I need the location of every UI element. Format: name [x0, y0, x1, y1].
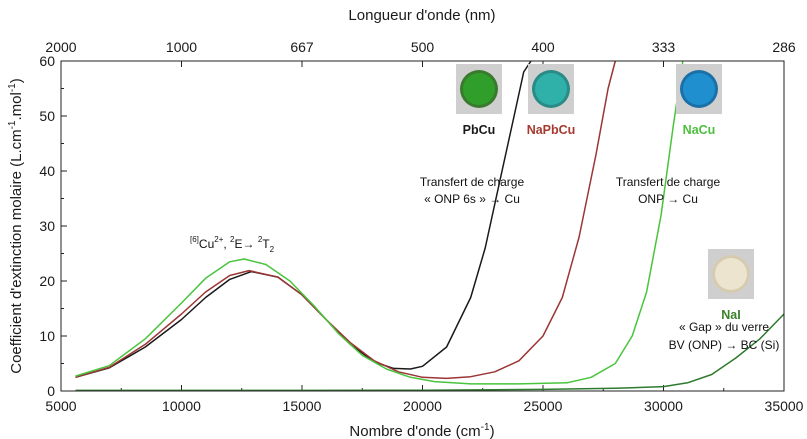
sample-napbcu: NaPbCu — [527, 64, 576, 137]
x2-tick-label: 400 — [531, 39, 555, 55]
sample-label: NaI — [721, 308, 740, 322]
sample-label: PbCu — [463, 123, 496, 137]
annotation-gap-line1: « Gap » du verre — [679, 320, 769, 334]
x-tick-label: 30000 — [644, 398, 683, 414]
series-line-nai — [75, 313, 785, 392]
x-tick-label: 35000 — [765, 398, 804, 414]
sample-disc — [535, 73, 567, 105]
annotation-charge-transfer-2-line2: ONP → Cu — [638, 192, 698, 206]
sample-disc — [683, 73, 715, 105]
y-tick-label: 40 — [39, 163, 55, 179]
annotation-charge-transfer-1-line1: Transfert de charge — [420, 175, 525, 189]
x2-tick-label: 286 — [772, 39, 796, 55]
sample-nacu: NaCu — [676, 64, 722, 137]
annotation-gap-line2: BV (ONP) → BC (Si) — [669, 338, 780, 352]
annotation-charge-transfer-2-line1: Transfert de charge — [616, 175, 721, 189]
y-tick-label: 0 — [47, 383, 55, 399]
sample-nai: NaI — [708, 249, 754, 322]
y-tick-label: 60 — [39, 53, 55, 69]
x-tick-label: 25000 — [524, 398, 563, 414]
y-tick-label: 50 — [39, 108, 55, 124]
plot-frame — [60, 60, 785, 392]
x2-tick-label: 667 — [290, 39, 314, 55]
y-tick-label: 10 — [39, 328, 55, 344]
x-tick-label: 5000 — [45, 398, 76, 414]
x-tick-label: 20000 — [403, 398, 442, 414]
sample-pbcu: PbCu — [456, 64, 502, 137]
series-lines — [75, 60, 785, 392]
x-tick-label: 15000 — [283, 398, 322, 414]
series-line-pbcu — [75, 60, 532, 379]
sample-label: NaPbCu — [527, 123, 576, 137]
x-tick-label: 10000 — [162, 398, 201, 414]
series-line-napbcu — [75, 60, 617, 380]
y-axis-title: Coefficient d'extinction molaire (L.cm-1… — [7, 78, 25, 374]
sample-disc — [715, 258, 747, 290]
annotation-charge-transfer-1-line2: « ONP 6s » → Cu — [424, 192, 520, 206]
y-tick-label: 20 — [39, 273, 55, 289]
x2-axis-title: Longueur d'onde (nm) — [348, 7, 495, 24]
sample-thumbnails: PbCu NaPbCu NaCu NaI — [456, 64, 754, 322]
x2-tick-label: 500 — [411, 39, 435, 55]
series-line-nacu — [75, 60, 684, 385]
x2-tick-label: 1000 — [166, 39, 197, 55]
sample-disc — [463, 73, 495, 105]
sample-label: NaCu — [683, 123, 716, 137]
x2-tick-label: 333 — [652, 39, 676, 55]
annotation-cu-band: [6]Cu2+, 2E→ 2T2 — [190, 235, 275, 254]
x-axis-title: Nombre d'onde (cm-1) — [349, 422, 494, 439]
y-tick-label: 30 — [39, 218, 55, 234]
x2-tick-label: 2000 — [45, 39, 76, 55]
